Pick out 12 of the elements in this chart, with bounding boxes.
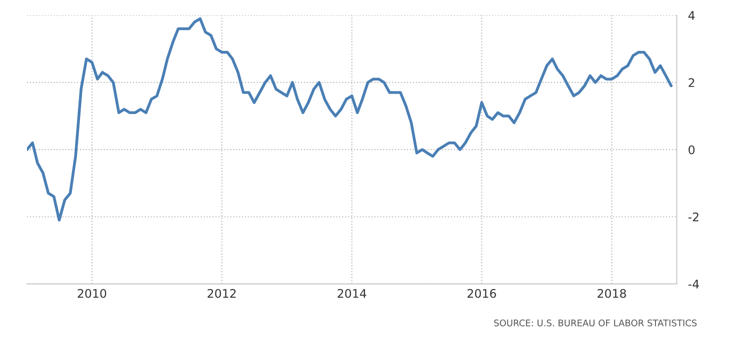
x-tick-label: 2018: [598, 288, 626, 298]
source-note: SOURCE: U.S. BUREAU OF LABOR STATISTICS: [494, 320, 697, 326]
y-tick-label: 4: [688, 11, 695, 20]
line-series: [27, 17, 673, 222]
x-tick-label: 2012: [208, 288, 236, 298]
x-tick-label: 2010: [78, 288, 106, 298]
y-tick-label: 2: [688, 78, 694, 87]
x-tick-label: 2016: [468, 288, 496, 298]
y-tick-label: -4: [688, 280, 699, 288]
y-tick-label: 0: [688, 145, 695, 154]
x-tick-label: 2014: [338, 288, 366, 298]
y-tick-label: -2: [688, 212, 698, 222]
